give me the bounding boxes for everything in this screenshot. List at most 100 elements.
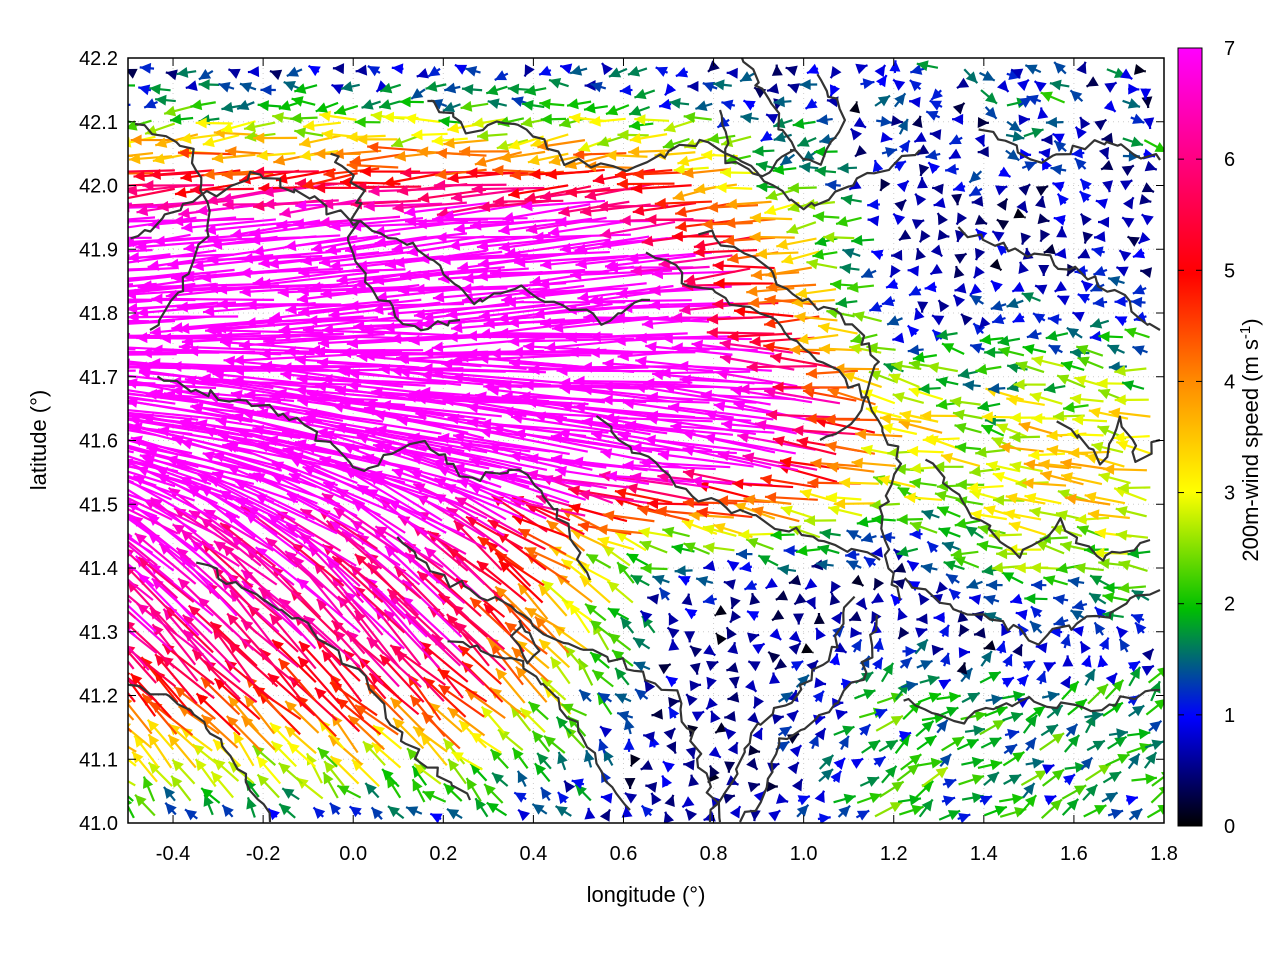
wind-arrow [1130, 613, 1145, 625]
wind-arrow-shaft [394, 649, 445, 702]
wind-arrow-head [536, 493, 549, 505]
wind-arrow [639, 457, 731, 469]
wind-arrow [771, 609, 785, 622]
wind-arrow-head [371, 807, 383, 820]
wind-arrow-head [459, 720, 471, 733]
wind-arrow [128, 621, 176, 669]
wind-arrow [322, 771, 339, 799]
wind-arrow [983, 594, 1000, 606]
wind-arrow [880, 662, 895, 683]
wind-arrow-shaft [212, 626, 255, 685]
wind-arrow [926, 540, 939, 554]
wind-arrow-head [738, 529, 750, 541]
wind-arrow-head [103, 394, 115, 405]
wind-arrow-head [984, 346, 996, 358]
wind-arrow-head [490, 749, 503, 762]
wind-arrow [855, 809, 870, 821]
wind-arrow-head [213, 759, 226, 771]
wind-arrow [897, 626, 910, 640]
wind-arrow-head [67, 518, 79, 529]
wind-arrow-head [1127, 547, 1140, 559]
wind-arrow-shaft [128, 745, 137, 753]
wind-arrow-shaft [279, 334, 402, 340]
wind-arrow [284, 725, 317, 755]
wind-arrow [1060, 675, 1072, 689]
wind-arrow-head [683, 542, 696, 553]
wind-arrow-head [1035, 642, 1048, 654]
wind-arrow [851, 638, 863, 653]
wind-arrow [998, 346, 1025, 358]
wind-arrow [1065, 723, 1079, 737]
wind-arrow-head [814, 677, 827, 689]
wind-arrow [906, 445, 944, 457]
wind-arrow [833, 757, 846, 770]
wind-arrow [128, 411, 199, 421]
wind-arrow [1141, 664, 1155, 676]
wind-arrow [454, 496, 523, 536]
wind-arrow-head [451, 322, 463, 334]
wind-arrow-head [1062, 655, 1074, 667]
wind-arrow [171, 758, 196, 785]
wind-arrow [1024, 593, 1048, 605]
wind-arrow-head [946, 706, 959, 717]
wind-arrow-head [540, 787, 552, 800]
wind-arrow [1028, 449, 1065, 461]
wind-arrow-shaft [128, 551, 179, 600]
wind-arrow [128, 514, 175, 551]
wind-arrow-head [639, 540, 652, 551]
wind-arrow-head [557, 792, 570, 805]
wind-arrow-head [331, 620, 344, 632]
wind-arrow-head [409, 388, 421, 400]
wind-arrow [793, 593, 807, 606]
wind-arrow [977, 524, 1006, 535]
wind-arrow-head [727, 742, 738, 755]
wind-arrow-head [348, 715, 361, 727]
wind-arrow [969, 343, 985, 354]
wind-arrow [774, 658, 788, 671]
wind-arrow-head [714, 605, 727, 616]
wind-arrow [591, 669, 614, 688]
wind-arrow-head [936, 581, 948, 594]
wind-arrow-head [571, 778, 584, 790]
wind-arrow-shaft [190, 405, 323, 423]
wind-arrow-shaft [128, 622, 176, 669]
wind-arrow [275, 510, 342, 552]
wind-arrow [830, 770, 842, 784]
wind-arrow [936, 329, 958, 341]
wind-arrow-head [746, 285, 758, 297]
wind-arrow [960, 313, 973, 326]
wind-arrow-head [490, 687, 503, 700]
wind-arrow [983, 640, 996, 651]
wind-arrow [1041, 768, 1065, 787]
wind-arrow [874, 708, 888, 720]
wind-arrow [571, 456, 669, 473]
wind-arrow-head [1022, 477, 1034, 489]
wind-arrow [640, 804, 654, 818]
wind-arrow-head [1024, 492, 1037, 504]
wind-arrow [958, 774, 985, 786]
wind-arrow-shaft [128, 504, 158, 518]
wind-arrow-head [992, 471, 1005, 483]
wind-arrow-head [366, 637, 379, 649]
wind-arrow-head [990, 759, 1003, 771]
wind-arrow-head [949, 396, 962, 408]
wind-arrow [747, 781, 761, 793]
wind-arrow-shaft [386, 588, 441, 639]
wind-arrow [305, 752, 323, 784]
wind-arrow [938, 809, 961, 821]
wind-arrow-shaft [319, 457, 422, 485]
wind-arrow-shaft [578, 492, 653, 505]
wind-arrow-head [992, 720, 1005, 731]
wind-arrow-head [431, 634, 444, 646]
wind-arrow-head [1031, 355, 1044, 367]
wind-arrow [815, 627, 826, 641]
wind-arrow [256, 755, 282, 785]
wind-arrow-head [995, 705, 1008, 717]
wind-arrow-head [128, 799, 133, 806]
wind-arrow [621, 805, 633, 818]
wind-arrow [658, 587, 671, 601]
wind-arrow-shaft [128, 348, 136, 351]
wind-arrow [700, 389, 796, 401]
wind-arrow-shaft [128, 315, 239, 319]
wind-arrow-head [302, 465, 315, 476]
